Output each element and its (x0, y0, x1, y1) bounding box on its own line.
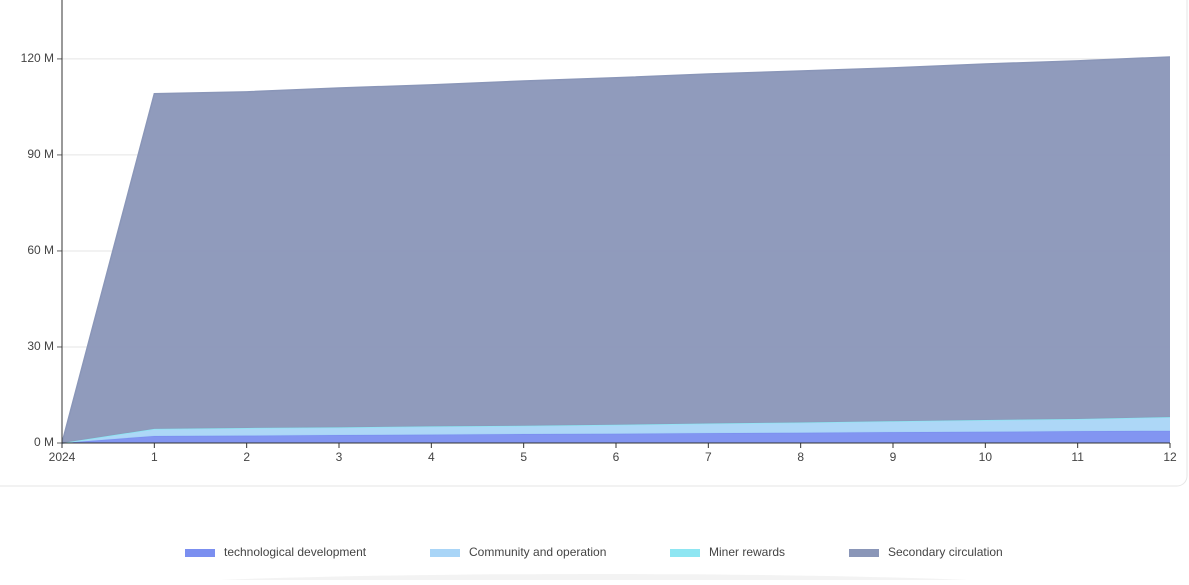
area-line (61, 56, 1171, 444)
legend-swatch[interactable] (670, 549, 700, 557)
shadow (138, 574, 1050, 585)
x-tick-label: 3 (336, 450, 343, 464)
x-tick-label: 8 (797, 450, 804, 464)
x-tick-label: 1 (151, 450, 158, 464)
x-tick-label: 12 (1163, 450, 1177, 464)
area (62, 417, 1170, 443)
area (62, 430, 1170, 443)
area (62, 56, 1170, 443)
x-tick-label: 10 (979, 450, 993, 464)
y-tick-label: 0 M (34, 435, 54, 449)
x-tick-label: 2024 (49, 450, 76, 464)
x-tick-label: 7 (705, 450, 712, 464)
x-tick-label: 5 (520, 450, 527, 464)
y-tick-label: 120 M (21, 51, 54, 65)
legend-label[interactable]: Miner rewards (709, 545, 785, 559)
legend-swatch[interactable] (185, 549, 215, 557)
x-tick-label: 6 (613, 450, 620, 464)
y-tick-label: 90 M (27, 147, 54, 161)
legend-swatch[interactable] (849, 549, 879, 557)
y-tick-label: 60 M (27, 243, 54, 257)
x-tick-label: 11 (1071, 450, 1084, 464)
legend-label[interactable]: Secondary circulation (888, 545, 1003, 559)
x-tick-label: 2 (243, 450, 250, 464)
legend-label[interactable]: technological development (224, 545, 367, 559)
legend-swatch[interactable] (430, 549, 460, 557)
x-tick-label: 9 (890, 450, 897, 464)
legend-label[interactable]: Community and operation (469, 545, 606, 559)
y-tick-label: 30 M (27, 339, 54, 353)
x-tick-label: 4 (428, 450, 435, 464)
